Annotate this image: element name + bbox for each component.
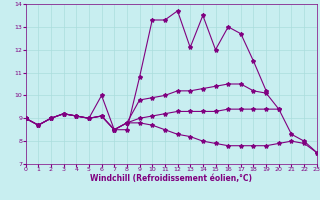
X-axis label: Windchill (Refroidissement éolien,°C): Windchill (Refroidissement éolien,°C) xyxy=(90,174,252,183)
